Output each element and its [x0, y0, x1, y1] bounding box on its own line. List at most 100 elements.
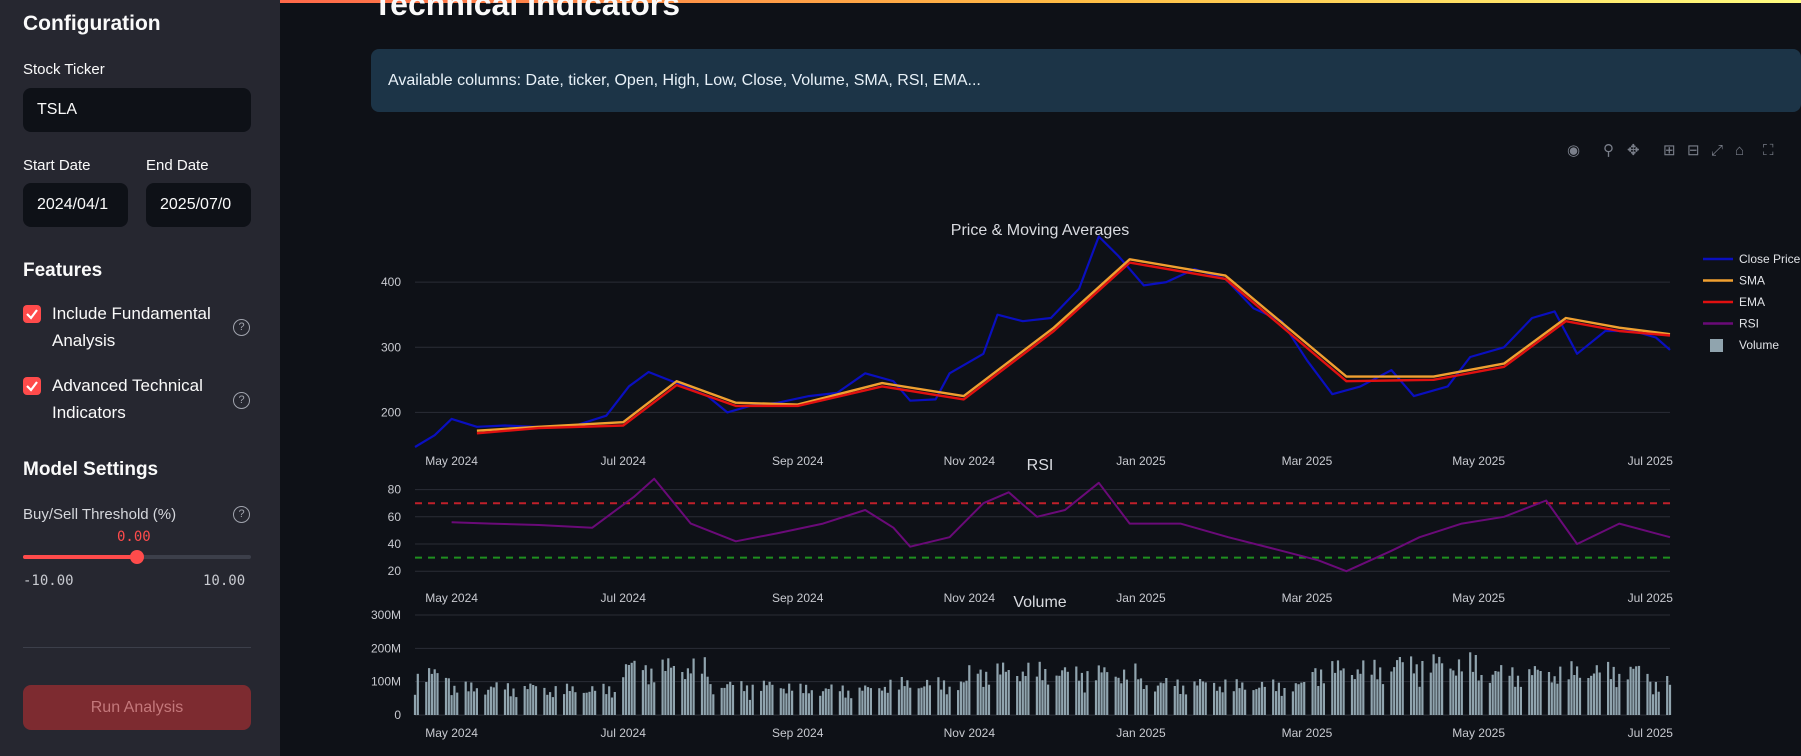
threshold-slider-track[interactable]	[23, 550, 251, 564]
volume-bar	[464, 681, 467, 715]
home-icon[interactable]: ⌂	[1735, 142, 1745, 159]
legend-label: Volume	[1739, 338, 1779, 352]
volume-bar	[1021, 671, 1024, 715]
volume-bar	[1125, 679, 1128, 715]
volume-bar	[1199, 679, 1202, 715]
x-tick-label: Jan 2025	[1116, 726, 1166, 740]
x-tick-label: Jul 2024	[601, 591, 647, 605]
volume-bar	[523, 686, 526, 715]
volume-bar	[647, 684, 650, 715]
camera-icon[interactable]: ◉	[1567, 142, 1581, 159]
end-date-input[interactable]: 2025/07/0	[146, 183, 251, 227]
volume-bar	[897, 689, 901, 715]
page-title: Technical Indicators	[373, 0, 681, 22]
volume-bar	[1120, 683, 1123, 715]
volume-bar	[827, 689, 830, 715]
volume-bar	[976, 673, 979, 715]
volume-bar	[1078, 680, 1081, 715]
volume-bar	[1086, 671, 1089, 715]
help-icon[interactable]: ?	[233, 506, 250, 523]
volume-bar	[962, 682, 965, 715]
volume-bar	[1657, 691, 1660, 715]
volume-bar	[1494, 671, 1497, 715]
volume-bar	[928, 685, 931, 715]
volume-bar	[1294, 683, 1297, 715]
legend-label: RSI	[1739, 317, 1759, 331]
volume-bar	[1320, 669, 1323, 715]
volume-bar	[1213, 682, 1216, 715]
series-sma	[476, 258, 1671, 432]
volume-bar	[1007, 670, 1010, 715]
volume-bar	[1173, 686, 1176, 715]
volume-bar	[1438, 656, 1441, 715]
volume-bar	[788, 683, 791, 715]
volume-bar	[1156, 685, 1159, 715]
volume-bar	[743, 691, 746, 715]
help-icon[interactable]: ?	[233, 392, 250, 409]
config-title: Configuration	[23, 12, 161, 35]
technical-checkbox[interactable]	[23, 377, 41, 395]
volume-bar	[447, 678, 450, 715]
volume-bar	[574, 692, 577, 715]
volume-bar	[1350, 675, 1354, 715]
help-icon[interactable]: ?	[233, 319, 250, 336]
fullscreen-icon[interactable]: ⛶	[1763, 142, 1774, 159]
volume-bar	[554, 686, 557, 715]
zoom-in-icon[interactable]: ⊞	[1663, 142, 1676, 159]
volume-bar	[1260, 681, 1264, 715]
y-tick-label: 300	[381, 340, 401, 354]
threshold-slider-thumb[interactable]	[130, 550, 144, 564]
volume-bar	[1356, 669, 1359, 715]
volume-bar	[771, 684, 774, 715]
volume-bar	[1334, 672, 1337, 715]
x-tick-label: Jul 2025	[1628, 454, 1674, 468]
y-tick-label: 200M	[371, 641, 401, 655]
volume-bar	[805, 684, 808, 715]
volume-bar	[1469, 652, 1472, 715]
volume-bar	[602, 683, 605, 715]
run-analysis-button[interactable]: Run Analysis	[23, 685, 251, 730]
zoom-icon[interactable]: ⚲	[1603, 142, 1614, 159]
volume-bar	[881, 690, 884, 715]
volume-bar	[838, 691, 841, 715]
volume-bar	[1421, 661, 1424, 715]
volume-bar	[729, 681, 732, 715]
volume-bar	[633, 660, 636, 715]
start-date-input[interactable]: 2024/04/1	[23, 183, 128, 227]
volume-bar	[608, 686, 611, 715]
autoscale-icon[interactable]: ⤢	[1711, 142, 1724, 159]
volume-bar	[444, 677, 448, 715]
ticker-input[interactable]: TSLA	[23, 88, 251, 132]
zoom-out-icon[interactable]: ⊟	[1687, 142, 1700, 159]
volume-bar	[1629, 666, 1632, 715]
volume-bar	[433, 669, 436, 715]
volume-bar	[1449, 668, 1452, 715]
volume-bar	[512, 688, 515, 715]
volume-bar	[1221, 692, 1224, 715]
volume-bar	[565, 683, 569, 715]
volume-bar	[661, 659, 664, 715]
volume-bar	[1666, 676, 1669, 715]
volume-bar	[1536, 669, 1539, 715]
volume-bar	[1398, 657, 1401, 715]
volume-bar	[1106, 672, 1109, 715]
fundamental-checkbox[interactable]	[23, 305, 41, 323]
volume-bar	[1511, 667, 1514, 715]
y-tick-label: 40	[388, 537, 402, 551]
volume-bar	[1381, 684, 1385, 715]
pan-icon[interactable]: ✥	[1627, 142, 1640, 159]
y-tick-label: 400	[381, 275, 401, 289]
volume-bar	[700, 673, 704, 715]
volume-bar	[413, 694, 417, 715]
volume-bar	[627, 665, 630, 715]
volume-bar	[546, 694, 549, 715]
volume-bar	[1342, 668, 1345, 715]
volume-bar	[1066, 671, 1069, 715]
x-tick-label: May 2025	[1452, 454, 1505, 468]
volume-bar	[869, 688, 872, 715]
volume-bar	[1576, 666, 1579, 715]
volume-bar	[1370, 674, 1373, 715]
volume-bar	[664, 671, 667, 715]
volume-bar	[858, 687, 861, 715]
volume-bar	[1373, 659, 1376, 715]
